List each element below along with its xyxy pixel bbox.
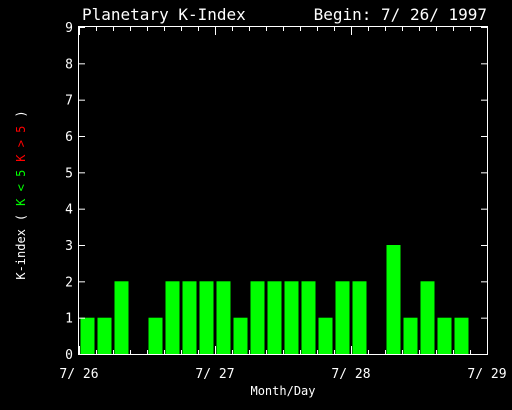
y-tick-label: 9 [65, 21, 73, 36]
y-tick-label: 6 [65, 130, 73, 145]
y-tick-label: 5 [65, 166, 73, 181]
y-axis-label-text: K-index ( K < 5 K > 5) [14, 110, 28, 279]
plot-frame [78, 26, 488, 355]
bar [80, 317, 95, 354]
x-axis-label: Month/Day [250, 384, 315, 398]
bar [114, 281, 129, 354]
y-axis-label-part: K-index [14, 229, 28, 280]
bar [216, 281, 231, 354]
bar [437, 317, 452, 354]
bar [284, 281, 299, 354]
y-axis-label-part: ( [14, 214, 28, 221]
y-tick-label: 3 [65, 239, 73, 254]
bar [250, 281, 265, 354]
bar [454, 317, 469, 354]
chart-title: Planetary K-Index [82, 5, 246, 24]
bar [403, 317, 418, 354]
y-axis-label-part: ) [14, 110, 28, 117]
bar [233, 317, 248, 354]
ticks-group: 0 1 2 3 4 5 6 7 8 9 7/ 26 7/ 27 7/ 28 7/ 29 [59, 21, 506, 382]
bar [386, 245, 401, 354]
y-tick-label: 7 [65, 94, 73, 109]
bar [199, 281, 214, 354]
y-axis-label-part: K > 5 [14, 126, 28, 162]
bar [318, 317, 333, 354]
begin-date-label: Begin: 7/ 26/ 1997 [314, 5, 487, 24]
y-tick-label: 1 [65, 312, 73, 327]
bar [352, 281, 367, 354]
bar [420, 281, 435, 354]
bar [267, 281, 282, 354]
y-axis-label-part: K < 5 [14, 170, 28, 206]
bar [182, 281, 197, 354]
y-tick-label: 8 [65, 57, 73, 72]
x-tick-label: 7/ 28 [331, 367, 370, 382]
x-tick-label: 7/ 26 [59, 367, 98, 382]
bar [97, 317, 112, 354]
bars-group [80, 245, 469, 354]
bar [335, 281, 350, 354]
x-tick-label: 7/ 29 [467, 367, 506, 382]
y-tick-label: 4 [65, 203, 73, 218]
x-tick-label: 7/ 27 [195, 367, 234, 382]
bar [301, 281, 316, 354]
y-tick-label: 0 [65, 348, 73, 363]
bar [148, 317, 163, 354]
y-axis-label: K-index ( K < 5 K > 5) [14, 110, 28, 279]
y-tick-label: 2 [65, 275, 73, 290]
bar [165, 281, 180, 354]
